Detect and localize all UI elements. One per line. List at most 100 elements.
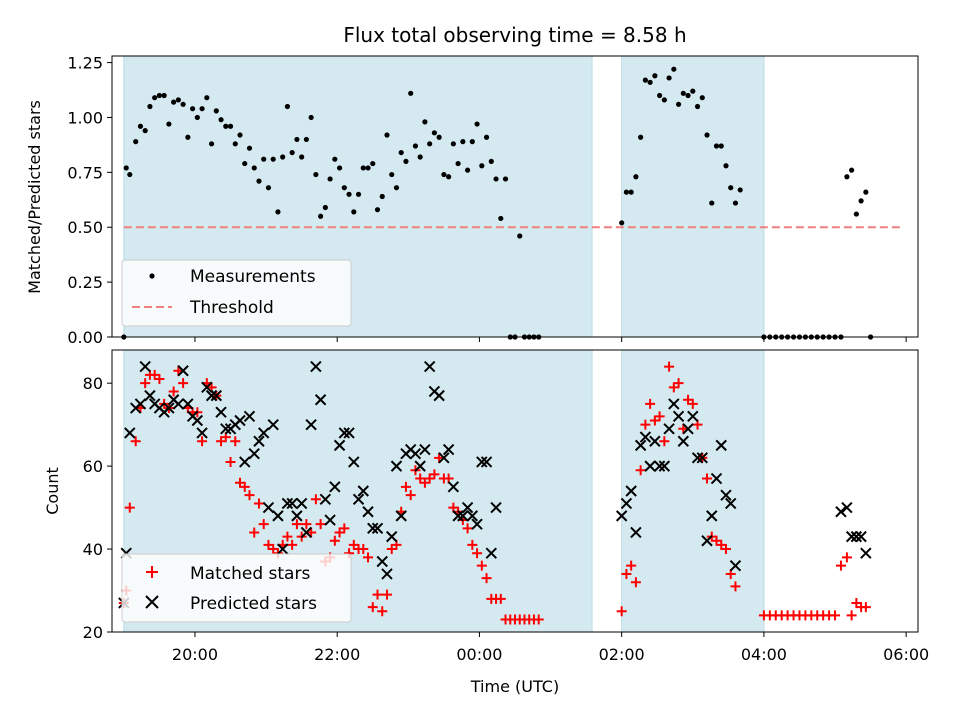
ratio-panel-frame xyxy=(111,55,919,338)
predicted-star-point xyxy=(210,389,223,402)
predicted-star-point xyxy=(710,472,723,485)
matched-star-point xyxy=(654,411,665,422)
measurement-point xyxy=(175,97,181,103)
predicted-star-point xyxy=(850,530,863,543)
predicted-star-point xyxy=(855,530,867,543)
predicted-star-point xyxy=(300,526,313,539)
matched-star-point xyxy=(178,378,189,389)
measurement-point xyxy=(166,121,172,127)
predicted-star-point xyxy=(725,497,737,510)
matched-star-point xyxy=(616,606,627,617)
matched-star-point xyxy=(230,436,241,447)
measurement-point xyxy=(694,103,701,110)
measurement-point xyxy=(728,185,734,191)
measurement-point xyxy=(718,143,724,149)
predicted-star-point xyxy=(338,427,351,439)
predicted-star-point xyxy=(215,406,227,418)
predicted-star-point xyxy=(620,497,633,510)
predicted-star-point xyxy=(262,501,275,514)
measurement-point xyxy=(393,185,400,191)
predicted-star-point xyxy=(305,418,317,431)
predicted-star-point xyxy=(625,485,637,497)
measurement-point xyxy=(284,103,291,110)
matched-star-point xyxy=(381,589,392,600)
predicted-star-points xyxy=(118,360,872,609)
y-tick-label: 0.75 xyxy=(67,163,103,182)
measurement-point xyxy=(619,220,625,226)
measurement-point xyxy=(384,132,390,138)
y-tick-label: 80 xyxy=(83,374,103,393)
matched-star-point xyxy=(860,602,871,613)
y-tick-label: 0.00 xyxy=(67,328,103,347)
y-tick-label: 20 xyxy=(83,623,103,642)
measurement-point xyxy=(483,134,490,140)
measurement-point xyxy=(351,209,357,215)
measurement-point xyxy=(161,92,167,99)
matched-star-point xyxy=(253,498,264,509)
matched-star-point xyxy=(367,602,378,613)
measurement-point xyxy=(709,200,715,206)
predicted-star-point xyxy=(634,439,647,452)
measurement-point xyxy=(642,77,648,83)
measurement-point xyxy=(265,185,272,191)
predicted-star-point xyxy=(319,493,332,506)
measurement-point xyxy=(628,189,634,195)
predicted-star-point xyxy=(644,460,656,472)
count-legend-box xyxy=(121,553,352,623)
matched-star-point xyxy=(377,606,388,617)
predicted-star-point xyxy=(381,568,393,580)
measurement-point xyxy=(675,101,682,107)
measurement-point xyxy=(123,165,129,171)
matched-star-point xyxy=(467,539,478,550)
measurement-point xyxy=(261,156,267,162)
matched-star-point xyxy=(673,378,684,389)
predicted-star-point xyxy=(668,398,680,410)
predicted-star-point xyxy=(253,435,265,447)
matched-star-point xyxy=(830,610,841,621)
predicted-star-point xyxy=(196,427,208,439)
y-tick-label: 40 xyxy=(83,540,103,559)
measurement-point xyxy=(671,66,677,72)
measurement-point xyxy=(474,121,480,127)
matched-star-point xyxy=(687,398,698,409)
predicted-star-point xyxy=(447,481,460,493)
measurement-point xyxy=(208,141,215,147)
measurement-point xyxy=(270,156,276,162)
measurement-point xyxy=(408,90,414,96)
measurement-point xyxy=(460,139,466,145)
matched-star-point xyxy=(154,374,165,385)
matched-star-point xyxy=(339,523,350,534)
predicted-star-point xyxy=(490,501,502,514)
predicted-star-point xyxy=(663,423,675,435)
measurement-point xyxy=(652,73,658,79)
y-tick-label: 1.25 xyxy=(67,54,103,73)
observing-window xyxy=(621,350,764,632)
predicted-star-point xyxy=(471,518,483,530)
measurement-point xyxy=(332,156,338,162)
measurement-point xyxy=(303,136,309,143)
predicted-star-point xyxy=(706,510,718,522)
predicted-star-point xyxy=(362,506,374,518)
matched-star-point xyxy=(645,398,656,409)
legend-predicted-label: Predicted stars xyxy=(190,594,317,614)
measurement-point xyxy=(704,132,710,138)
ratio-y-axis-label: Matched/Predicted stars xyxy=(25,100,44,294)
measurement-point xyxy=(204,95,210,101)
measurement-point xyxy=(661,97,667,103)
measurement-point xyxy=(242,160,248,167)
measurement-point xyxy=(690,88,696,94)
measurement-point xyxy=(853,211,859,217)
measurement-point xyxy=(156,92,163,99)
measurement-point xyxy=(844,174,850,180)
measurement-point xyxy=(322,204,328,211)
matched-star-point xyxy=(197,436,208,447)
matched-star-point xyxy=(140,378,151,389)
measurement-point xyxy=(213,108,219,114)
x-tick-label: 04:00 xyxy=(741,645,787,664)
measurement-point xyxy=(680,90,686,96)
predicted-star-point xyxy=(352,493,365,506)
measurement-point xyxy=(370,160,376,167)
predicted-star-point xyxy=(191,414,204,427)
predicted-star-point xyxy=(134,398,147,410)
